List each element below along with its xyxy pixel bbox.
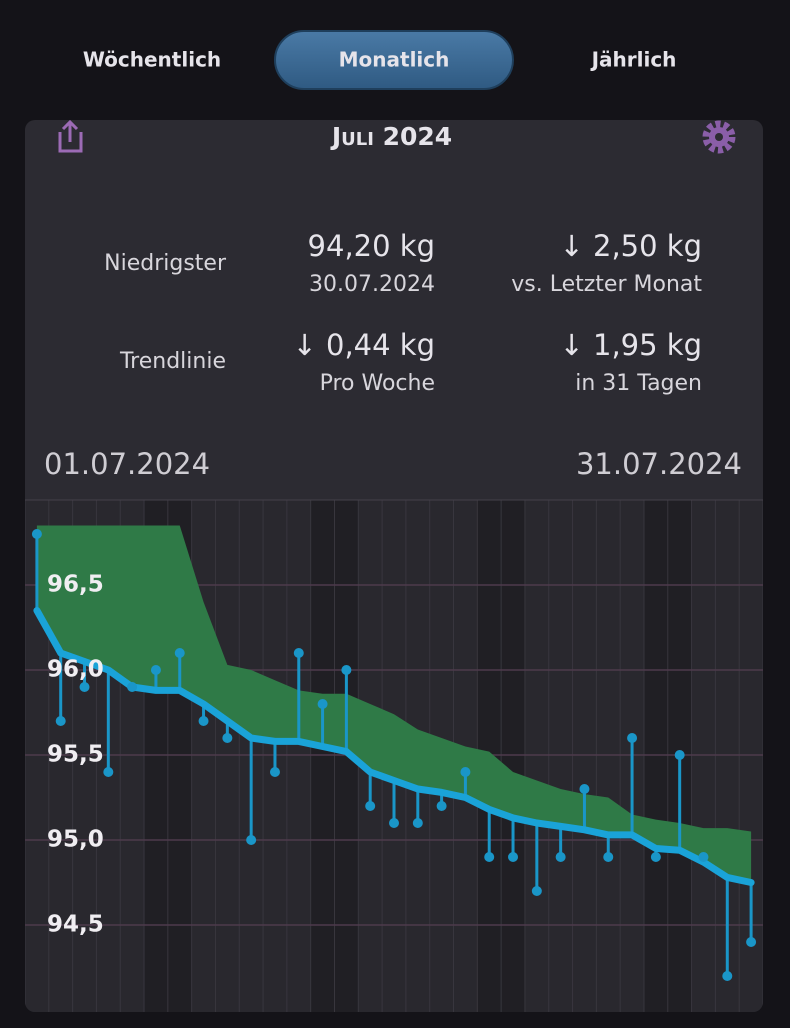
month-title: Juli 2024	[330, 122, 452, 151]
weight-dot	[531, 886, 542, 896]
weight-dot	[389, 818, 399, 828]
lowest-value: 94,20 kg	[308, 229, 435, 263]
weight-dot	[436, 801, 447, 811]
lowest-date: 30.07.2024	[309, 272, 435, 297]
weight-dot	[412, 818, 423, 828]
weight-dot	[650, 852, 661, 862]
month-change: ↓ 2,50 kg	[559, 229, 702, 263]
weight-dot	[365, 801, 376, 811]
weight-dot	[174, 648, 185, 658]
chart: 94,5 95,0 95,5 96,0 96,5	[25, 499, 763, 1012]
trend-change-note: in 31 Tagen	[575, 371, 702, 396]
trend-change: ↓ 1,95 kg	[559, 328, 702, 362]
y-tick-label: 96,5	[47, 572, 104, 598]
weight-dot	[222, 733, 233, 743]
y-tick-label: 95,0	[47, 827, 104, 853]
tab[interactable]: Jährlich	[590, 48, 677, 72]
tab[interactable]: Monatlich	[339, 48, 450, 72]
weight-dot	[555, 852, 566, 862]
weight-dot	[746, 937, 757, 947]
y-tick-label: 95,5	[47, 742, 104, 768]
weekend-band	[310, 500, 335, 1012]
range-end: 31.07.2024	[576, 447, 742, 481]
weight-dot	[722, 971, 733, 981]
trend-note: Pro Woche	[320, 371, 435, 396]
weight-dot	[31, 529, 42, 539]
month-change-note: vs. Letzter Monat	[511, 272, 702, 297]
weight-dot	[603, 852, 614, 862]
weight-dot	[341, 665, 352, 675]
range-start: 01.07.2024	[44, 447, 210, 481]
weight-dot	[627, 733, 638, 743]
weight-dot	[55, 716, 66, 726]
trend-value: ↓ 0,44 kg	[292, 328, 435, 362]
lowest-label: Niedrigster	[104, 251, 227, 276]
weight-dot	[674, 750, 685, 760]
weight-dot	[127, 682, 138, 692]
weight-dot	[269, 767, 280, 777]
weight-dot	[508, 852, 519, 862]
trend-label: Trendlinie	[119, 349, 226, 374]
y-tick-label: 94,5	[47, 912, 104, 938]
range-band	[36, 525, 752, 883]
weight-dot	[198, 716, 209, 726]
trend-line	[33, 607, 755, 886]
weight-dot	[79, 682, 90, 692]
weight-dot	[293, 648, 304, 658]
weight-dot	[579, 784, 590, 794]
weight-dot	[460, 767, 471, 777]
tab[interactable]: Wöchentlich	[83, 48, 221, 72]
share-icon[interactable]	[58, 119, 83, 153]
active-tab-bg	[274, 30, 514, 90]
weekend-band	[643, 500, 668, 1012]
weight-dot	[103, 767, 114, 777]
weekend-band	[501, 500, 525, 1012]
weight-dot	[698, 852, 709, 862]
weight-dot	[150, 665, 161, 675]
weight-dot	[484, 852, 495, 862]
weight-dot	[317, 699, 328, 709]
settings-icon[interactable]	[702, 120, 736, 154]
weight-dot	[246, 835, 257, 845]
y-tick-label: 96,0	[47, 657, 104, 683]
